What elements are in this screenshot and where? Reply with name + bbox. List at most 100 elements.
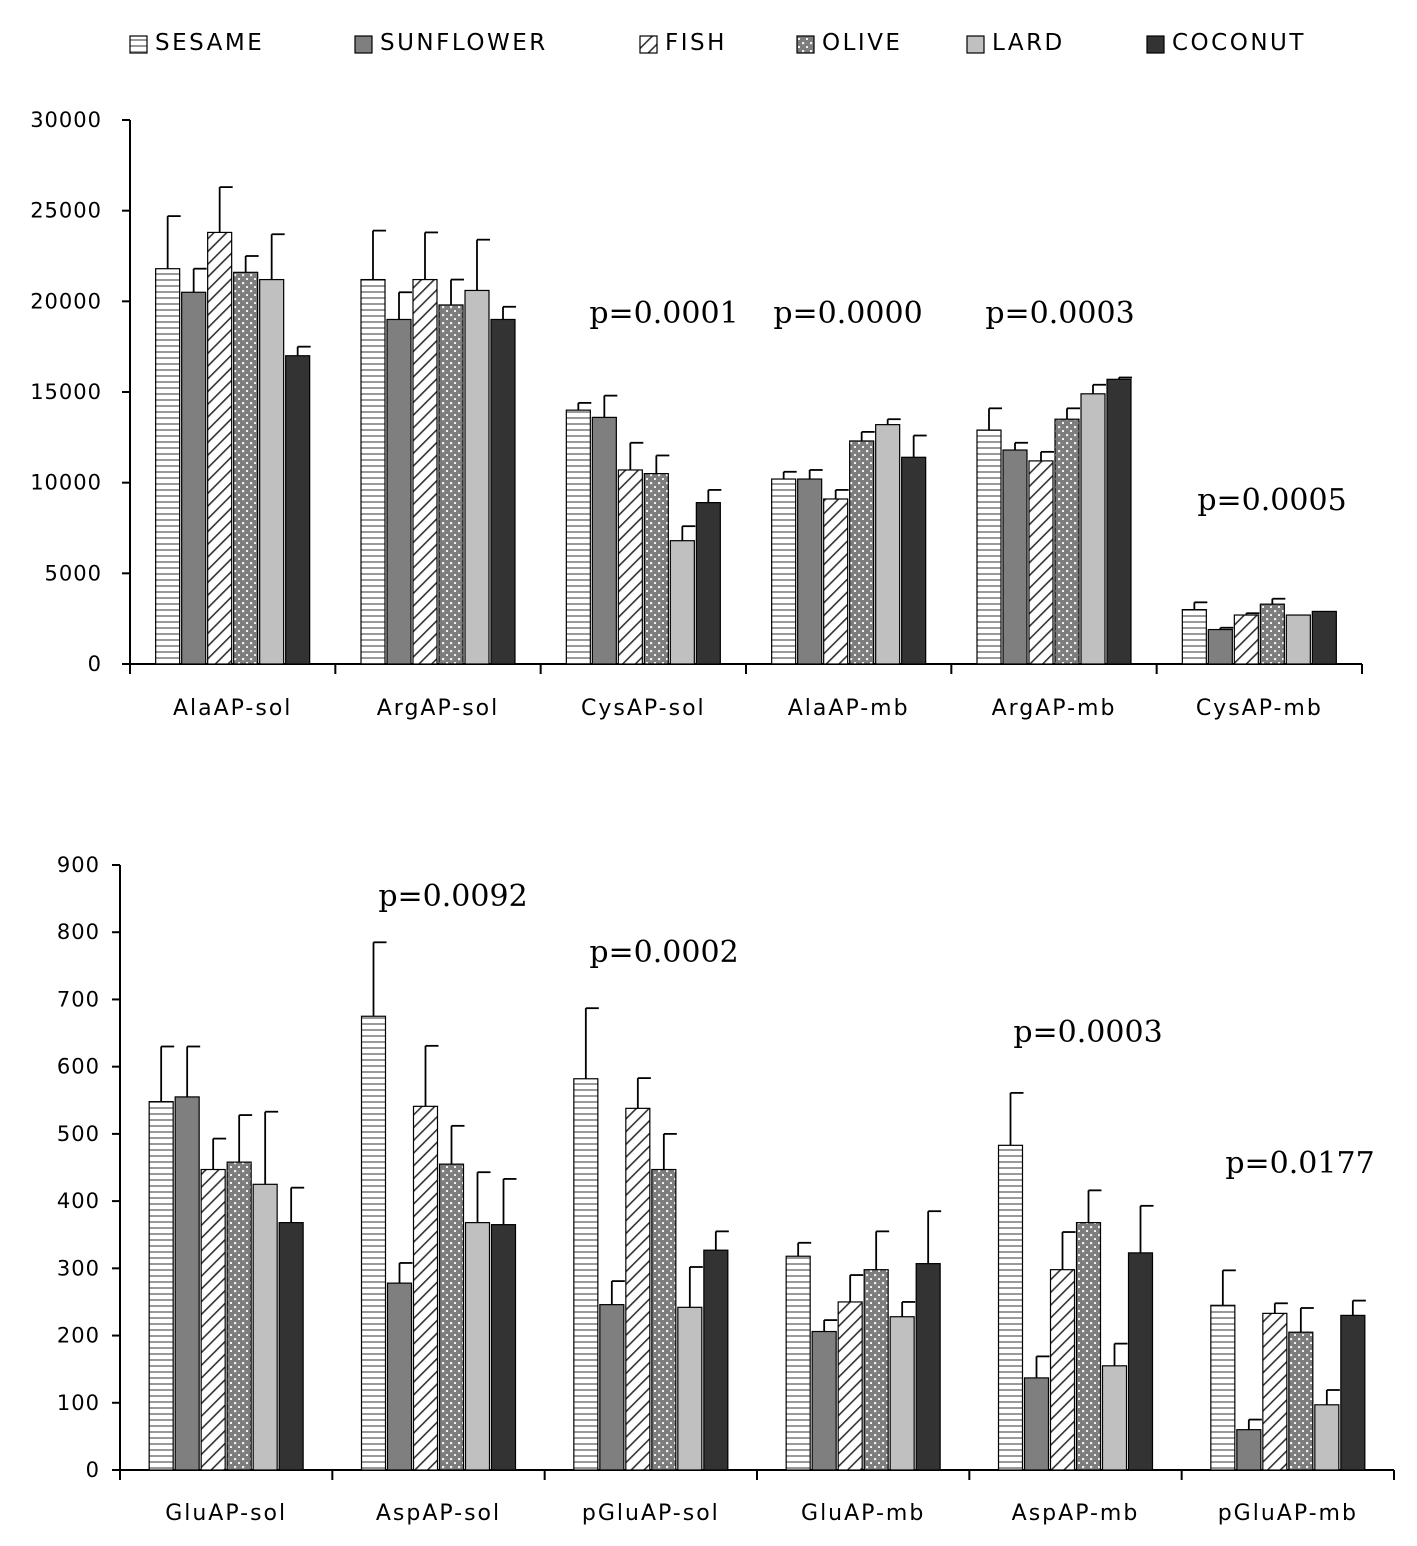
- bar-lard: [1080, 393, 1106, 665]
- bar-olive: [643, 473, 669, 665]
- legend-label: OLIVE: [822, 30, 902, 56]
- bar-sunflower: [1207, 628, 1233, 665]
- bar-coconut: [695, 502, 721, 665]
- y-tick-label: 25000: [30, 199, 102, 223]
- bar-coconut: [915, 1263, 941, 1471]
- bar-olive: [438, 1163, 465, 1471]
- category-label: AspAP-sol: [376, 1501, 501, 1526]
- y-tick-label: 10000: [30, 471, 102, 495]
- y-tick-label: 400: [57, 1189, 100, 1213]
- y-tick-label: 700: [57, 987, 100, 1011]
- legend-swatch: [966, 35, 985, 54]
- bar-olive: [1288, 1331, 1314, 1471]
- bar-sesame: [360, 278, 386, 665]
- bar-fish: [1233, 614, 1259, 665]
- bar-sesame: [976, 429, 1002, 665]
- bar-coconut: [703, 1249, 729, 1471]
- bar-lard: [677, 1306, 703, 1471]
- category-label: CysAP-mb: [1196, 696, 1323, 721]
- bar-coconut: [1127, 1252, 1154, 1471]
- p-value-annotation: p=0.0001: [589, 296, 738, 331]
- bar-sunflower: [1236, 1429, 1262, 1471]
- legend-label: LARD: [992, 30, 1065, 56]
- bar-fish: [1049, 1269, 1076, 1471]
- bar-coconut: [1311, 610, 1337, 665]
- y-tick-label: 20000: [30, 289, 102, 313]
- bar-sesame: [573, 1078, 599, 1471]
- bar-lard: [1101, 1365, 1128, 1471]
- y-tick-label: 900: [57, 853, 100, 877]
- p-value-annotation: p=0.0003: [985, 296, 1134, 331]
- legend-label: FISH: [665, 30, 727, 56]
- legend-item-fish: FISH: [639, 30, 727, 56]
- legend-item-coconut: COCONUT: [1146, 30, 1306, 56]
- bar-fish: [625, 1107, 651, 1471]
- legend-swatch: [639, 35, 658, 54]
- legend-swatch: [129, 35, 148, 54]
- bar-olive: [1259, 603, 1285, 665]
- p-value-annotation: p=0.0003: [1013, 1015, 1162, 1050]
- bar-fish: [823, 498, 849, 665]
- y-tick-label: 600: [57, 1055, 100, 1079]
- bar-olive: [651, 1168, 677, 1471]
- category-label: AlaAP-mb: [788, 696, 910, 721]
- bar-lard: [259, 278, 285, 665]
- bar-sunflower: [181, 291, 207, 665]
- legend-item-lard: LARD: [966, 30, 1065, 56]
- p-value-annotation: p=0.0002: [589, 935, 738, 970]
- bar-sesame: [785, 1255, 811, 1471]
- legend-label: SESAME: [155, 30, 264, 56]
- bar-sunflower: [386, 318, 412, 665]
- category-label: AlaAP-sol: [173, 696, 292, 721]
- y-tick-label: 100: [57, 1391, 100, 1415]
- bar-coconut: [278, 1222, 304, 1471]
- bar-sesame: [1181, 608, 1207, 665]
- bar-olive: [226, 1161, 252, 1471]
- y-tick-label: 30000: [30, 108, 102, 132]
- bar-coconut: [1340, 1314, 1366, 1471]
- bar-lard: [875, 424, 901, 665]
- y-tick-label: 200: [57, 1324, 100, 1348]
- legend-item-sesame: SESAME: [129, 30, 264, 56]
- bar-coconut: [490, 318, 516, 665]
- category-label: ArgAP-mb: [992, 696, 1117, 721]
- y-tick-label: 800: [57, 920, 100, 944]
- category-label: pGluAP-mb: [1218, 1501, 1358, 1526]
- bar-fish: [207, 231, 233, 665]
- bar-coconut: [1106, 378, 1132, 665]
- bar-lard: [1285, 614, 1311, 665]
- legend-swatch: [796, 35, 815, 54]
- bar-olive: [849, 440, 875, 665]
- bar-sesame: [360, 1015, 387, 1471]
- bar-sunflower: [1002, 449, 1028, 665]
- bar-coconut: [490, 1224, 517, 1471]
- bar-fish: [200, 1168, 226, 1471]
- legend-label: SUNFLOWER: [380, 30, 548, 56]
- legend-swatch: [354, 35, 373, 54]
- bar-olive: [1075, 1222, 1102, 1471]
- bar-fish: [837, 1301, 863, 1471]
- bar-fish: [1028, 460, 1054, 665]
- bar-coconut: [285, 355, 311, 665]
- legend-swatch: [1146, 35, 1165, 54]
- category-label: ArgAP-sol: [377, 696, 499, 721]
- y-tick-label: 500: [57, 1122, 100, 1146]
- legend: SESAME SUNFLOWER FISH OLIVE LARD COCONUT: [129, 30, 1306, 56]
- bar-lard: [669, 540, 695, 665]
- category-label: GluAP-sol: [165, 1501, 287, 1526]
- bar-lard: [464, 1222, 491, 1471]
- p-value-annotation: p=0.0000: [773, 296, 922, 331]
- bar-fish: [1262, 1312, 1288, 1471]
- bar-fish: [412, 278, 438, 665]
- bar-lard: [1314, 1404, 1340, 1471]
- bar-coconut: [901, 456, 927, 665]
- bar-sesame: [148, 1101, 174, 1471]
- category-label: pGluAP-sol: [582, 1501, 720, 1526]
- y-tick-label: 15000: [30, 380, 102, 404]
- legend-label: COCONUT: [1172, 30, 1306, 56]
- bar-olive: [233, 271, 259, 665]
- bar-sunflower: [591, 416, 617, 665]
- p-value-annotation: p=0.0177: [1225, 1146, 1374, 1181]
